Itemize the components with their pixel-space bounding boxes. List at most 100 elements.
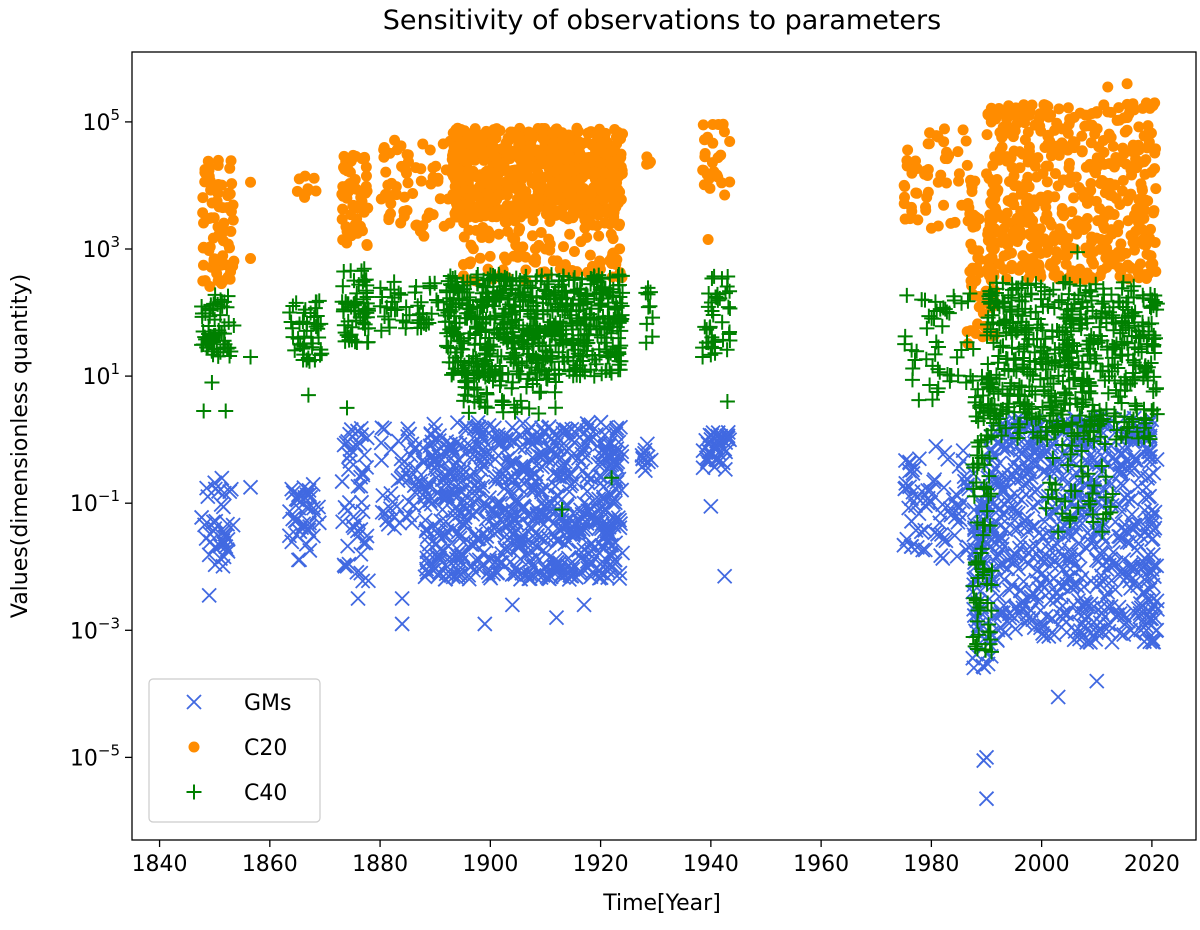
data-point-c20 [1050, 246, 1062, 258]
data-point-gms [340, 433, 356, 450]
data-point-gms [545, 425, 561, 441]
data-point-c20 [961, 159, 973, 171]
data-point-gms [580, 419, 597, 435]
data-point-gms [1004, 577, 1020, 593]
data-point-gms [556, 527, 573, 543]
data-point-gms [471, 419, 487, 435]
data-point-gms [193, 509, 210, 526]
data-point-c20 [1149, 97, 1161, 109]
data-point-gms [1012, 534, 1029, 551]
data-point-gms [512, 480, 528, 496]
data-point-c20 [1005, 247, 1017, 259]
data-point-c20 [464, 205, 476, 217]
data-point-c20 [610, 201, 622, 213]
data-point-c20 [527, 131, 539, 143]
data-point-c20 [555, 151, 567, 163]
data-point-gms [442, 549, 458, 565]
data-point-c20 [359, 152, 371, 164]
data-point-c20 [477, 221, 489, 233]
data-point-c20 [1023, 141, 1035, 153]
data-point-gms [1030, 593, 1046, 609]
data-point-gms [1076, 579, 1092, 595]
data-point-c20 [1022, 206, 1034, 218]
data-point-c20 [1099, 187, 1111, 199]
data-point-c20 [953, 175, 965, 187]
data-point-c20 [1109, 179, 1121, 191]
data-point-gms [505, 527, 521, 543]
data-point-gms [1017, 615, 1033, 631]
data-point-gms [1064, 528, 1080, 545]
data-point-gms [1007, 512, 1023, 528]
data-point-gms [949, 548, 965, 564]
data-point-c20 [579, 222, 591, 234]
data-point-c20 [1135, 178, 1147, 190]
data-point-c20 [471, 171, 483, 183]
data-point-gms [908, 522, 924, 539]
data-point-gms [521, 517, 537, 533]
data-point-gms [374, 420, 390, 436]
data-point-c20 [719, 189, 731, 201]
data-point-gms [291, 552, 308, 568]
data-point-gms [706, 459, 723, 475]
data-point-gms [935, 532, 951, 548]
data-point-gms [952, 499, 968, 515]
data-point-gms [301, 482, 317, 498]
data-point-gms [484, 428, 500, 445]
data-point-gms [947, 527, 963, 544]
data-point-gms [560, 558, 576, 574]
data-point-gms [497, 540, 513, 556]
data-point-gms [353, 494, 370, 510]
data-point-gms [512, 551, 528, 567]
data-point-gms [400, 421, 416, 437]
data-point-gms [466, 493, 483, 510]
data-point-gms [521, 571, 537, 587]
data-point-gms [1114, 445, 1130, 461]
data-point-gms [525, 482, 542, 498]
data-point-c20 [1133, 121, 1145, 133]
data-point-c20 [1071, 228, 1083, 240]
data-point-c20 [1044, 216, 1056, 228]
data-point-c20 [1141, 142, 1153, 154]
data-point-c20 [479, 198, 491, 210]
data-point-gms [1136, 554, 1152, 571]
data-point-c20 [1040, 160, 1052, 172]
data-point-gms [468, 552, 484, 568]
data-point-c20 [216, 179, 228, 191]
data-point-c20 [697, 119, 709, 131]
data-point-gms [991, 589, 1007, 605]
data-point-gms [401, 426, 418, 442]
data-point-c20 [379, 188, 391, 200]
data-point-c20 [360, 170, 372, 182]
data-point-c20 [1081, 213, 1093, 225]
data-point-c20 [1117, 142, 1129, 154]
data-point-gms [299, 523, 316, 539]
data-point-gms [579, 468, 595, 484]
data-point-gms [570, 524, 586, 540]
data-point-c20 [1121, 124, 1133, 136]
data-point-gms [539, 569, 555, 585]
data-point-c20 [1135, 195, 1147, 207]
data-point-c20 [1003, 154, 1015, 166]
data-point-c20 [291, 185, 303, 197]
data-point-gms [1040, 506, 1057, 523]
data-point-c20 [415, 175, 427, 187]
data-point-gms [223, 481, 239, 497]
data-point-gms [904, 538, 920, 555]
data-point-gms [607, 555, 623, 572]
data-point-c20 [1043, 235, 1055, 247]
data-point-c20 [501, 189, 513, 201]
data-point-c20 [960, 135, 972, 147]
data-point-gms [349, 564, 365, 580]
data-point-gms [1023, 589, 1039, 605]
data-point-gms [1024, 519, 1040, 536]
data-point-c20 [990, 182, 1002, 194]
data-point-gms [609, 441, 625, 457]
data-point-gms [419, 522, 436, 538]
data-point-gms [211, 483, 227, 499]
data-point-gms [407, 441, 423, 458]
data-point-c20 [712, 119, 724, 131]
data-point-gms [373, 435, 389, 451]
data-point-gms [594, 448, 610, 464]
data-point-gms [525, 510, 541, 527]
data-point-c20 [1023, 154, 1035, 166]
